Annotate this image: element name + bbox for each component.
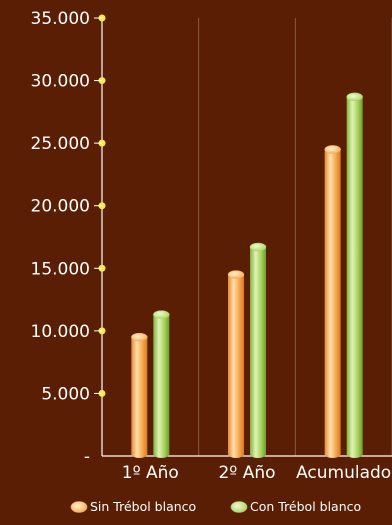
legend-swatch (230, 501, 248, 513)
y-axis-ticks: - 5.000 10.000 15.000 20.000 25.000 30.000 35.0… (31, 9, 106, 467)
bar-sin-trebol (324, 145, 341, 458)
bar-base (228, 450, 244, 458)
bar-base (346, 450, 363, 458)
bar-cap (249, 242, 267, 252)
y-tick-label: 10.000 (31, 322, 90, 342)
grid-lines (198, 18, 392, 456)
axes (101, 18, 392, 457)
bar-base (250, 450, 266, 458)
bar-body (250, 247, 266, 454)
legend-swatch (70, 501, 88, 513)
bar-body (153, 314, 170, 454)
y-tick-label: - (84, 447, 90, 467)
bar-cap (227, 270, 245, 279)
bar-cap (153, 310, 170, 319)
x-axis-labels: 1º Año 2º Año Acumulado (122, 463, 391, 483)
y-tick-label: 5.000 (41, 384, 90, 404)
bar-base (131, 450, 148, 458)
x-category-label: 1º Año (122, 463, 179, 483)
bars (131, 92, 363, 458)
bar-cap (346, 92, 363, 102)
y-tick-label: 35.000 (31, 9, 90, 29)
bar-body (131, 337, 148, 454)
bar-body (324, 149, 341, 454)
legend-label: Sin Trébol blanco (90, 499, 196, 514)
y-tick-label: 30.000 (31, 72, 90, 92)
bar-cap (131, 332, 148, 342)
bar-sin-trebol (131, 332, 148, 458)
y-tick-label: 20.000 (31, 197, 90, 217)
bar-body (346, 96, 363, 454)
bar-cap (324, 145, 341, 154)
bar-sin-trebol (227, 270, 245, 458)
bar-base (324, 450, 341, 458)
y-tick-label: 15.000 (31, 259, 90, 279)
bar-body (228, 274, 244, 454)
bar-con-trebol (153, 310, 170, 458)
x-category-label: Acumulado (296, 463, 391, 483)
bar-con-trebol (249, 242, 267, 458)
legend: Sin Trébol blanco Con Trébol blanco (70, 499, 361, 514)
y-tick-label: 25.000 (31, 134, 90, 154)
bar-con-trebol (346, 92, 363, 458)
legend-label: Con Trébol blanco (250, 499, 361, 514)
bar-base (153, 450, 170, 458)
x-category-label: 2º Año (218, 463, 275, 483)
